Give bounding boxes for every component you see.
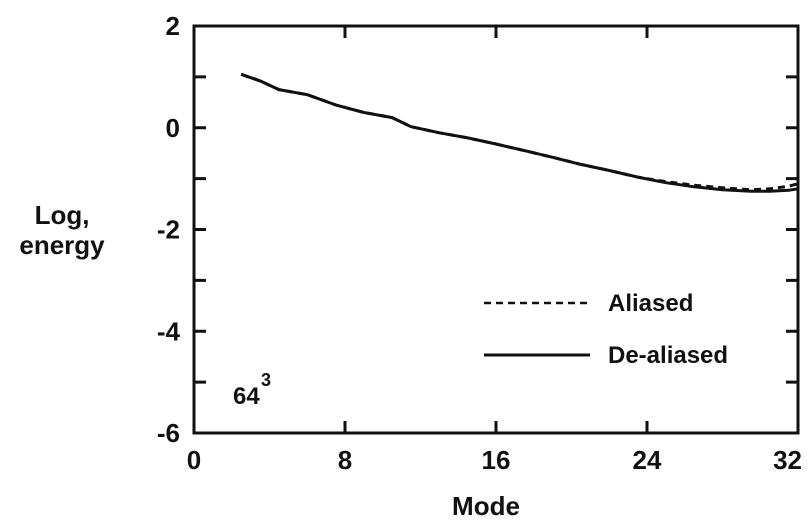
y-axis-label-line-2: energy bbox=[19, 230, 105, 260]
legend: Aliased De-aliased bbox=[484, 290, 728, 369]
series-line-aliased bbox=[240, 72, 799, 192]
legend-label-aliased: Aliased bbox=[608, 290, 693, 317]
y-tick-label-1: 0 bbox=[166, 113, 180, 143]
annotation-superscript: 3 bbox=[261, 370, 271, 390]
axis-ticks bbox=[192, 24, 800, 435]
series-line-de-aliased bbox=[240, 72, 799, 193]
y-axis-label-line-1: Log, bbox=[35, 200, 90, 230]
y-tick-label-3: -4 bbox=[157, 316, 181, 346]
annotation-64-cubed: 64 3 bbox=[233, 370, 271, 410]
x-tick-label-3: 24 bbox=[633, 445, 662, 475]
x-tick-label-1: 8 bbox=[338, 445, 352, 475]
x-axis-label: Mode bbox=[452, 491, 520, 521]
annotation-base: 64 bbox=[233, 383, 260, 410]
x-tick-label-2: 16 bbox=[482, 445, 511, 475]
x-tick-label-4: 32 bbox=[773, 445, 802, 475]
x-tick-label-0: 0 bbox=[187, 445, 201, 475]
series-lines bbox=[240, 72, 799, 193]
tick-labels: 20-2-4-60 8 16 24 32 bbox=[157, 11, 802, 475]
y-tick-label-2: -2 bbox=[157, 215, 180, 245]
y-tick-label-4: -6 bbox=[157, 418, 180, 448]
legend-label-de-aliased: De-aliased bbox=[608, 342, 728, 369]
y-tick-label-0: 2 bbox=[166, 11, 180, 41]
plot-frame bbox=[192, 24, 800, 435]
